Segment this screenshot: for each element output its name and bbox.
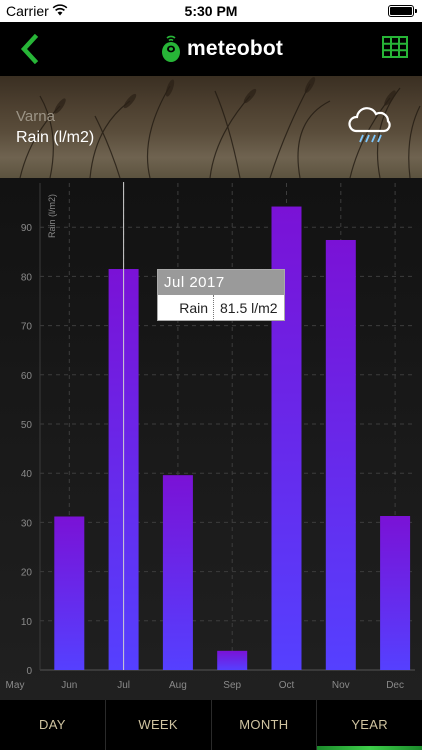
x-tick-label: Sep — [223, 680, 241, 691]
tab-month[interactable]: MONTH — [210, 700, 317, 750]
location-header: Varna Rain (l/m2) — [0, 76, 422, 178]
x-tick-label: Nov — [332, 680, 350, 691]
tooltip-value: 81.5 l/m2 — [220, 300, 278, 316]
wheat-field-background — [19, 77, 421, 178]
rain-bar-chart: 0 10 20 30 40 50 60 70 80 90 May Jun Jul Aug Sep Oct Nov… — [0, 178, 422, 700]
chart-canvas: 0 10 20 30 40 50 60 70 80 90 May Jun Jul Aug Sep Oct Nov… — [6, 182, 415, 691]
tab-week[interactable]: WEEK — [104, 700, 211, 750]
bar-aug[interactable] — [162, 475, 193, 670]
y-tick-label: 50 — [21, 420, 33, 431]
tooltip-row: Rain 81.5 l/m2 — [158, 295, 284, 321]
wifi-icon — [52, 4, 68, 16]
rain-cloud-icon — [348, 107, 391, 143]
period-tab-bar: DAY WEEK MONTH YEAR — [0, 700, 422, 750]
meteobot-logo-icon — [162, 35, 180, 62]
city-name: Varna — [16, 108, 55, 125]
y-tick-label: 0 — [26, 666, 32, 677]
x-tick-label: Aug — [169, 680, 187, 691]
status-bar: Carrier 5:30 PM — [0, 0, 422, 22]
table-view-icon[interactable] — [382, 36, 408, 58]
x-tick-label: Jun — [61, 680, 77, 691]
y-tick-label: 20 — [21, 568, 33, 579]
navigation-bar: meteobot — [0, 22, 422, 76]
tab-day[interactable]: DAY — [39, 717, 66, 732]
battery-icon — [388, 5, 417, 17]
metric-name: Rain (l/m2) — [16, 129, 95, 146]
tooltip-label: Rain — [158, 295, 214, 321]
y-tick-label: 10 — [21, 617, 33, 628]
bar-dec[interactable] — [380, 516, 411, 670]
logo-text: meteobot — [187, 37, 284, 60]
x-tick-label: Jul — [117, 680, 130, 691]
data-tooltip: Jul 2017 Rain 81.5 l/m2 — [157, 269, 285, 321]
y-tick-label: 60 — [21, 371, 33, 382]
tab-year[interactable]: YEAR — [316, 700, 422, 750]
bar-jun[interactable] — [54, 516, 85, 670]
x-tick-label: May — [6, 680, 25, 691]
clock: 5:30 PM — [184, 3, 238, 19]
x-tick-label: Oct — [279, 680, 295, 691]
app-logo: meteobot — [160, 31, 283, 67]
y-tick-label: 30 — [21, 518, 33, 529]
y-tick-label: 80 — [21, 272, 33, 283]
tooltip-title: Jul 2017 — [158, 270, 284, 295]
carrier-label: Carrier — [6, 3, 49, 19]
bar-sep[interactable] — [217, 650, 248, 670]
y-tick-label: 70 — [21, 322, 33, 333]
y-tick-label: 40 — [21, 469, 33, 480]
x-tick-label: Dec — [386, 680, 404, 691]
y-tick-label: 90 — [21, 223, 33, 234]
y-axis-label: Rain (l/m2) — [47, 194, 57, 238]
back-chevron-icon[interactable] — [18, 34, 42, 64]
bar-nov[interactable] — [325, 239, 356, 670]
